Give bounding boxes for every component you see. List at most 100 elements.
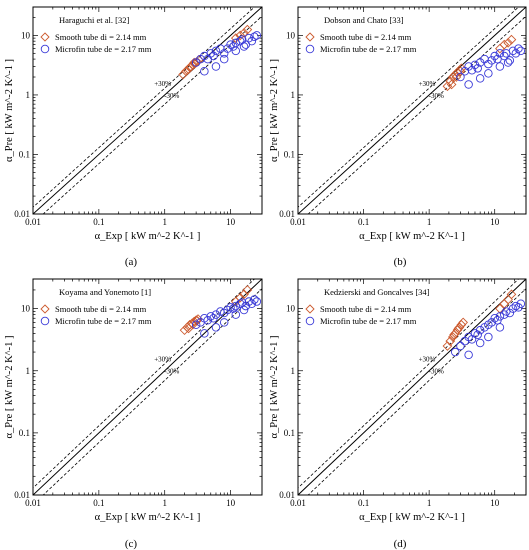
microfin-tube-point <box>473 330 482 339</box>
panel-a: 0.01 0.1 1 10 0.01 0.1 1 10 +30% -30% Haraguchi et… <box>4 6 263 268</box>
minus-30-line <box>42 288 262 495</box>
legend-smooth-marker <box>40 304 50 314</box>
reference-lines <box>298 7 526 214</box>
reference-label: Koyama and Yonemoto [1] <box>59 287 151 297</box>
data-markers <box>178 24 262 80</box>
y-axis-label: α_Pre [ kW m^-2 K^-1 ] <box>269 336 280 439</box>
reference-label: Kedzierski and Goncalves [34] <box>324 287 430 297</box>
legend-smooth-marker <box>305 32 315 42</box>
x-tick-label: 10 <box>226 217 236 227</box>
microfin-tube-point <box>216 44 225 53</box>
microfin-tube-point <box>484 332 493 342</box>
x-tick-label: 1 <box>427 498 432 508</box>
smooth-tube-point <box>458 317 468 328</box>
microfin-tube-point <box>241 301 251 311</box>
legend-smooth-label: Smooth tube di = 2.14 mm <box>320 32 412 42</box>
legend-microfin-marker <box>40 316 50 326</box>
microfin-tube-point <box>495 312 505 321</box>
microfin-tube-point <box>226 40 235 49</box>
smooth-tube-point <box>192 315 202 326</box>
data-markers <box>442 34 526 92</box>
y-tick-label: 10 <box>21 304 31 314</box>
microfin-tube-point <box>516 299 526 308</box>
minus-30-label: -30% <box>429 92 444 100</box>
microfin-tube-point <box>473 64 482 73</box>
minus-30-line <box>307 15 526 214</box>
microfin-tube-point <box>456 341 465 351</box>
smooth-tube-point <box>235 292 246 303</box>
legend-microfin-marker <box>305 316 315 326</box>
plus-30-label: +30% <box>419 80 436 88</box>
microfin-tube-point <box>211 62 221 71</box>
equality-line <box>298 7 526 214</box>
microfin-tube-point <box>229 304 238 313</box>
microfin-tube-point <box>456 72 465 82</box>
y-tick-label: 1 <box>291 366 296 376</box>
axis-ticks <box>32 278 263 496</box>
microfin-tube-point <box>211 323 221 332</box>
x-tick-label: 1 <box>162 498 167 508</box>
microfin-tube-point <box>514 44 523 53</box>
microfin-tube-point <box>475 74 485 83</box>
microfin-tube-point <box>206 312 216 321</box>
panel-c: 0.01 0.1 1 10 0.01 0.1 1 10 +30% -30% Koyama and Y… <box>4 278 263 550</box>
x-axis-label: α_Exp [ kW m^-2 K^-1 ] <box>359 231 465 242</box>
microfin-tube-point <box>247 299 257 308</box>
microfin-tube-point <box>464 80 473 89</box>
y-tick-label: 10 <box>286 30 296 40</box>
legend-microfin-label: Microfin tube de = 2.17 mm <box>55 44 152 54</box>
plus-30-label: +30% <box>419 356 436 364</box>
microfin-tube-point <box>500 51 509 61</box>
y-tick-label: 0.01 <box>279 209 295 219</box>
microfin-tube-point <box>244 33 254 43</box>
x-tick-label: 0.01 <box>25 498 41 508</box>
panel-b: 0.01 0.1 1 10 0.01 0.1 1 10 +30% -30% Dobson and C… <box>269 6 527 268</box>
smooth-tube-point <box>455 66 466 77</box>
smooth-tube-point <box>456 319 467 330</box>
smooth-tube-point <box>179 325 190 336</box>
smooth-tube-point <box>242 285 253 295</box>
y-tick-label: 0.1 <box>19 428 30 438</box>
plot-frame <box>32 278 263 496</box>
microfin-tube-point <box>239 42 249 51</box>
panel-d: 0.01 0.1 1 10 0.01 0.1 1 10 +30% -30% Kedzierski a… <box>269 278 527 550</box>
y-tick-label: 0.01 <box>14 490 30 500</box>
microfin-tube-point <box>487 56 496 65</box>
microfin-tube-point <box>250 295 259 304</box>
x-tick-label: 0.01 <box>290 217 306 227</box>
smooth-tube-point <box>453 323 464 334</box>
reference-label: Haraguchi et al. [32] <box>59 15 129 25</box>
microfin-tube-point <box>475 325 485 335</box>
x-tick-label: 0.01 <box>25 217 41 227</box>
smooth-tube-point <box>235 30 246 41</box>
microfin-tube-point <box>493 54 502 64</box>
y-tick-label: 0.1 <box>284 428 295 438</box>
smooth-tube-point <box>451 72 462 82</box>
x-tick-label: 1 <box>162 217 167 227</box>
smooth-tube-point <box>503 38 513 48</box>
equality-line <box>33 7 262 214</box>
microfin-tube-point <box>235 299 245 308</box>
microfin-tube-point <box>467 65 477 75</box>
y-axis-label: α_Pre [ kW m^-2 K^-1 ] <box>4 59 15 162</box>
data-markers <box>179 285 262 338</box>
microfin-tube-point <box>206 49 216 58</box>
legend-smooth-label: Smooth tube di = 2.14 mm <box>55 304 147 314</box>
microfin-tube-point <box>209 51 218 61</box>
microfin-tube-point <box>505 56 515 65</box>
microfin-tube-point <box>219 54 229 64</box>
data-markers <box>442 289 526 360</box>
panel-tag: (c) <box>125 538 138 550</box>
x-tick-label: 10 <box>490 217 500 227</box>
smooth-tube-point <box>445 76 456 87</box>
smooth-tube-point <box>239 28 249 38</box>
plus-30-line <box>33 279 256 489</box>
y-tick-label: 0.1 <box>284 149 295 159</box>
microfin-tube-point <box>508 304 518 313</box>
legend-smooth-marker <box>305 304 315 314</box>
y-tick-label: 0.1 <box>19 149 30 159</box>
legend-microfin-label: Microfin tube de = 2.17 mm <box>320 316 417 326</box>
microfin-tube-point <box>252 31 262 40</box>
plot-frame <box>32 6 263 215</box>
